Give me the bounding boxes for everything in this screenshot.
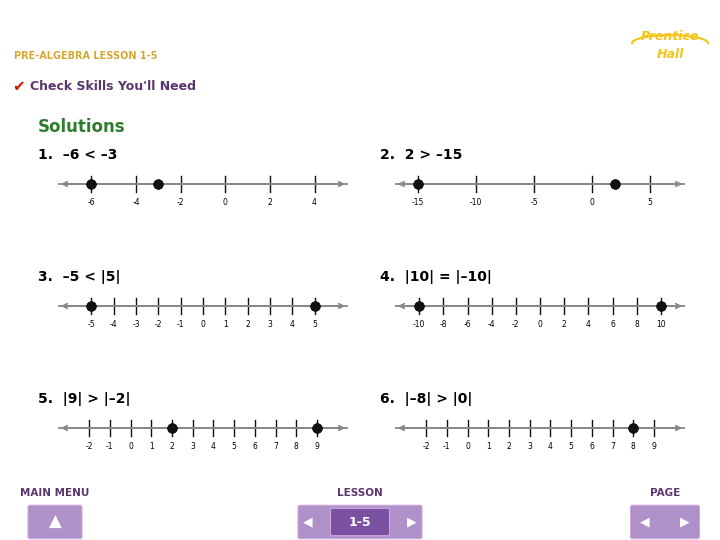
Text: ▲: ▲ — [49, 513, 61, 531]
Text: 3.  –5 < |5|: 3. –5 < |5| — [38, 270, 120, 284]
Text: 0: 0 — [590, 198, 595, 207]
Text: ▶: ▶ — [680, 516, 690, 529]
Text: 0: 0 — [128, 442, 133, 451]
Text: 3: 3 — [268, 320, 272, 329]
Text: 1: 1 — [223, 320, 228, 329]
Text: 6: 6 — [252, 442, 257, 451]
Text: 4: 4 — [211, 442, 216, 451]
Text: -2: -2 — [155, 320, 162, 329]
Text: 1-5: 1-5 — [348, 516, 372, 529]
Text: 2: 2 — [562, 320, 567, 329]
Text: Solutions: Solutions — [38, 118, 125, 136]
FancyBboxPatch shape — [330, 508, 390, 536]
Text: ◀: ◀ — [640, 516, 650, 529]
Text: 4: 4 — [586, 320, 591, 329]
Text: 2: 2 — [507, 442, 511, 451]
Text: 2: 2 — [246, 320, 250, 329]
Text: 5.  |9| > |–2|: 5. |9| > |–2| — [38, 392, 130, 406]
Text: 4: 4 — [289, 320, 294, 329]
Text: ▶: ▶ — [408, 516, 417, 529]
Text: 2.  2 > –15: 2. 2 > –15 — [380, 148, 462, 162]
Text: 5: 5 — [312, 320, 317, 329]
Text: -2: -2 — [423, 442, 430, 451]
Text: 8: 8 — [294, 442, 299, 451]
Text: 0: 0 — [201, 320, 205, 329]
Text: 8: 8 — [634, 320, 639, 329]
Text: 7: 7 — [610, 442, 615, 451]
Text: -6: -6 — [464, 320, 472, 329]
Text: -1: -1 — [177, 320, 184, 329]
Text: 6: 6 — [610, 320, 615, 329]
Text: Check Skills You'll Need: Check Skills You'll Need — [30, 80, 196, 93]
Text: -4: -4 — [110, 320, 117, 329]
Text: 4: 4 — [312, 198, 317, 207]
Text: -8: -8 — [440, 320, 447, 329]
Text: 1: 1 — [486, 442, 490, 451]
Text: -1: -1 — [106, 442, 114, 451]
Text: 3: 3 — [190, 442, 195, 451]
Text: MAIN MENU: MAIN MENU — [20, 488, 90, 498]
Text: Prentice: Prentice — [641, 30, 699, 43]
Text: -2: -2 — [86, 442, 93, 451]
Text: -4: -4 — [132, 198, 140, 207]
Text: 6: 6 — [590, 442, 594, 451]
Text: -4: -4 — [488, 320, 495, 329]
Text: 2: 2 — [268, 198, 272, 207]
Text: 4.  |10| = |–10|: 4. |10| = |–10| — [380, 270, 492, 284]
Text: -2: -2 — [177, 198, 184, 207]
Text: 5: 5 — [232, 442, 236, 451]
Text: -10: -10 — [470, 198, 482, 207]
Text: 1: 1 — [149, 442, 153, 451]
Text: -15: -15 — [412, 198, 424, 207]
Text: Adding Integers: Adding Integers — [14, 11, 253, 37]
Text: Hall: Hall — [657, 48, 684, 60]
Text: 0: 0 — [465, 442, 470, 451]
Text: 6.  |–8| > |0|: 6. |–8| > |0| — [380, 392, 472, 406]
Text: ◀: ◀ — [303, 516, 312, 529]
Text: 2: 2 — [169, 442, 174, 451]
FancyBboxPatch shape — [28, 505, 82, 539]
Text: 5: 5 — [648, 198, 652, 207]
Text: -10: -10 — [413, 320, 426, 329]
Text: -5: -5 — [531, 198, 538, 207]
Text: -6: -6 — [88, 198, 95, 207]
Text: PEARSON: PEARSON — [644, 9, 696, 19]
Text: -3: -3 — [132, 320, 140, 329]
Text: 7: 7 — [273, 442, 278, 451]
Text: 9: 9 — [652, 442, 657, 451]
Text: LESSON: LESSON — [337, 488, 383, 498]
Text: 3: 3 — [527, 442, 532, 451]
Text: 9: 9 — [315, 442, 320, 451]
Text: ✔: ✔ — [12, 79, 24, 94]
Text: PAGE: PAGE — [650, 488, 680, 498]
Text: -1: -1 — [443, 442, 451, 451]
Text: 0: 0 — [223, 198, 228, 207]
Text: 4: 4 — [548, 442, 553, 451]
Text: 8: 8 — [631, 442, 636, 451]
FancyBboxPatch shape — [631, 505, 700, 539]
Text: 0: 0 — [538, 320, 542, 329]
Text: PRE-ALGEBRA LESSON 1-5: PRE-ALGEBRA LESSON 1-5 — [14, 51, 158, 61]
Text: 5: 5 — [569, 442, 574, 451]
Text: -2: -2 — [512, 320, 520, 329]
Text: 1.  –6 < –3: 1. –6 < –3 — [38, 148, 117, 162]
Text: -5: -5 — [88, 320, 95, 329]
FancyBboxPatch shape — [298, 505, 422, 539]
Text: 10: 10 — [656, 320, 666, 329]
